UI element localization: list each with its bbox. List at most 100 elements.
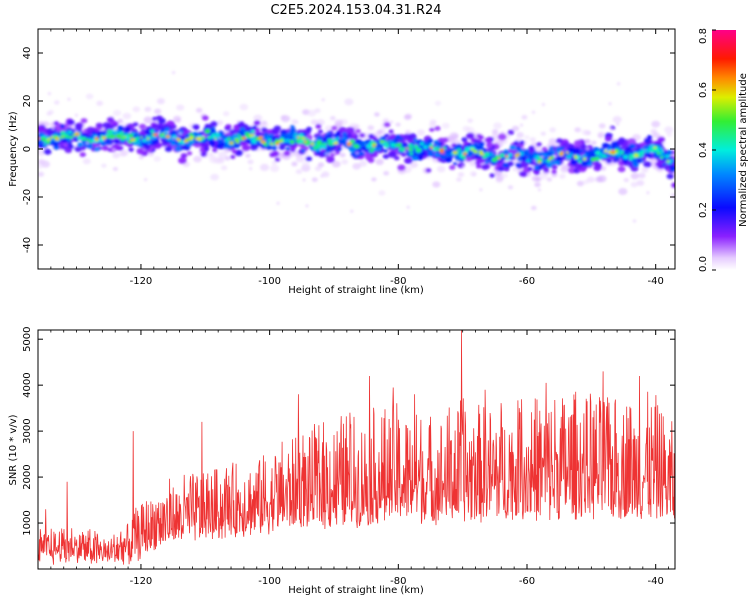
heatmap-blob [209,154,216,160]
heatmap-blob [216,120,224,126]
heatmap-speck [541,103,545,106]
heatmap-blob [505,157,510,161]
heatmap-blob [516,132,524,138]
heatmap-blob [74,138,79,142]
heatmap-speck [209,152,213,156]
heatmap-blob [54,100,60,105]
heatmap-blob [457,148,461,151]
heatmap-blob [195,107,203,113]
heatmap-blob [359,133,366,138]
heatmap-blob [549,127,556,133]
heatmap-blob [538,152,544,156]
heatmap-blob [318,150,327,157]
heatmap-blob [106,116,115,123]
heatmap-blob [165,127,170,132]
heatmap-blob [509,145,517,151]
heatmap-blob [204,129,211,134]
heatmap-speck [172,71,176,75]
heatmap-blob [338,139,346,145]
heatmap-blob [165,135,170,139]
heatmap-blob [68,135,73,139]
heatmap-blob [533,165,540,170]
heatmap-blob [465,147,470,151]
heatmap-blob [457,172,465,178]
heatmap-blob [660,152,665,157]
heatmap-blob [604,136,613,142]
x-tick-label: -60 [519,276,535,287]
heatmap-blob [495,177,503,183]
heatmap-blob [368,133,375,139]
heatmap-blob [307,109,317,117]
heatmap-blob [413,138,418,143]
heatmap-blob [671,182,675,188]
heatmap-blob [409,161,418,168]
heatmap-blob [559,173,566,179]
heatmap-blob [100,141,107,147]
heatmap-blob [527,166,533,171]
heatmap-blob [274,139,280,144]
heatmap-blob [595,176,604,183]
heatmap-blob [379,140,384,144]
heatmap-blob [315,124,322,129]
heatmap-blob [548,157,552,160]
heatmap-blob [231,149,237,154]
heatmap-speck [406,205,410,209]
heatmap-blob [123,135,127,139]
heatmap-blob [156,98,165,105]
heatmap-blob [207,136,212,140]
heatmap-blob [644,148,650,153]
heatmap-blob [484,152,490,156]
heatmap-blob [455,143,463,150]
heatmap-blob [436,165,446,173]
heatmap-blob [101,145,109,151]
heatmap-blob [461,137,468,143]
heatmap-blob [112,132,117,136]
heatmap-speck [646,191,650,195]
heatmap-blob [94,147,100,152]
heatmap-blob [152,124,158,129]
heatmap-blob [291,119,298,124]
heatmap-blob [474,154,479,159]
heatmap-blob [612,116,622,123]
x-tick-label: -80 [390,276,406,287]
heatmap-blob [52,141,59,147]
heatmap-blob [369,148,374,153]
heatmap-blob [617,166,626,173]
heatmap-blob [478,135,484,140]
heatmap-blob [152,136,157,140]
heatmap-blob [590,157,596,162]
heatmap-speck [321,98,325,102]
heatmap-blob [75,132,80,136]
heatmap-blob [463,152,467,156]
heatmap-blob [140,136,143,139]
heatmap-blob [251,139,257,144]
heatmap-blob [107,135,111,139]
heatmap-blob [337,147,343,151]
heatmap-blob [301,148,306,153]
heatmap-blob [323,142,328,146]
heatmap-blob [646,154,653,159]
heatmap-blob [374,112,380,117]
heatmap-blob [128,147,134,152]
heatmap-blob [200,151,207,157]
heatmap-blob [526,153,531,157]
heatmap-blob [569,153,573,156]
heatmap-blob [218,151,228,159]
heatmap-speck [305,204,309,208]
heatmap-speck [616,122,620,126]
heatmap-blob [214,137,217,140]
heatmap-blob [161,132,165,136]
heatmap-blob [102,136,107,140]
snr-y-ticks: 1000 2000 3000 4000 5000 [22,326,675,536]
heatmap-blob [461,155,466,160]
heatmap-blob [634,154,639,158]
heatmap-blob [598,152,604,157]
heatmap-blob [491,133,500,140]
heatmap-blob [295,155,305,163]
heatmap-blob [439,154,447,160]
heatmap-blob [80,118,88,124]
heatmap-blob [394,155,400,161]
heatmap-speck [47,92,51,96]
heatmap-blob [664,126,674,134]
heatmap-blob [235,140,240,144]
